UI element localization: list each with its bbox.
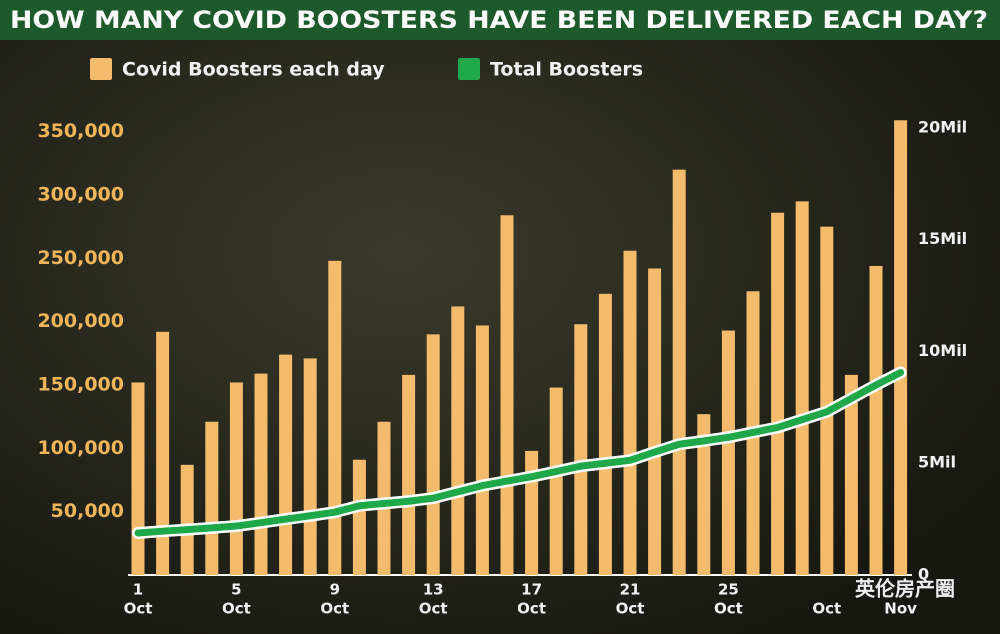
y-tick-label: 100,000: [37, 437, 124, 459]
bar: [131, 382, 145, 575]
bar: [623, 250, 637, 575]
x-tick-label: 1: [133, 581, 143, 599]
bar: [697, 414, 711, 575]
y2-tick-label: 10Mil: [918, 341, 967, 360]
bar: [328, 260, 342, 575]
y-tick-label: 300,000: [37, 184, 124, 206]
bar: [549, 387, 563, 575]
y2-tick-label: 5Mil: [918, 453, 956, 472]
bar: [205, 421, 219, 575]
bar: [451, 306, 465, 575]
bar: [303, 358, 317, 575]
bar: [598, 293, 612, 575]
title-bar: [0, 0, 1000, 40]
bar: [721, 330, 735, 575]
bar: [574, 324, 588, 575]
bar: [525, 450, 539, 575]
legend-label: Total Boosters: [490, 59, 643, 81]
y2-tick-label: 15Mil: [918, 229, 967, 248]
x-tick-month: Nov: [884, 600, 917, 618]
x-tick-label: 13: [423, 581, 444, 599]
y-tick-label: 150,000: [37, 374, 124, 396]
bar: [869, 265, 883, 575]
bar: [254, 373, 268, 575]
watermark: 英伦房产圈: [855, 577, 955, 601]
bar: [279, 354, 293, 575]
x-tick-month: Oct: [616, 600, 645, 618]
y-tick-label: 50,000: [51, 500, 124, 522]
bar: [156, 331, 170, 575]
x-tick-month: Oct: [419, 600, 448, 618]
bar: [402, 374, 416, 575]
x-tick-month: Oct: [320, 600, 349, 618]
x-tick-month: Oct: [812, 600, 841, 618]
line: [134, 368, 905, 537]
bar: [352, 459, 366, 575]
legend-swatch: [90, 58, 112, 80]
x-tick-label: 17: [521, 581, 542, 599]
bar: [500, 215, 514, 575]
y-tick-label: 350,000: [37, 120, 124, 142]
legend-swatch: [458, 58, 480, 80]
y-tick-label: 250,000: [37, 247, 124, 269]
x-tick-month: Oct: [714, 600, 743, 618]
x-tick-label: 5: [231, 581, 241, 599]
x-tick-label: 25: [718, 581, 739, 599]
bar: [229, 382, 243, 575]
x-tick-month: Oct: [222, 600, 251, 618]
bar: [672, 169, 686, 575]
bar: [475, 325, 489, 575]
y2-tick-label: 20Mil: [918, 117, 967, 136]
x-tick-label: 21: [620, 581, 641, 599]
x-tick-label: 9: [330, 581, 340, 599]
bar: [795, 201, 809, 576]
y-tick-label: 200,000: [37, 310, 124, 332]
legend-label: Covid Boosters each day: [122, 59, 385, 81]
chart-title: HOW MANY COVID BOOSTERS HAVE BEEN DELIVE…: [10, 6, 988, 34]
bar: [180, 464, 194, 575]
x-tick-month: Oct: [124, 600, 153, 618]
bar: [844, 374, 858, 575]
x-tick-month: Oct: [517, 600, 546, 618]
y2-tick-label: 0: [918, 565, 929, 584]
bar: [894, 120, 908, 576]
bar: [771, 212, 785, 575]
bar: [426, 334, 440, 575]
bar: [820, 226, 834, 575]
bar: [648, 268, 662, 575]
